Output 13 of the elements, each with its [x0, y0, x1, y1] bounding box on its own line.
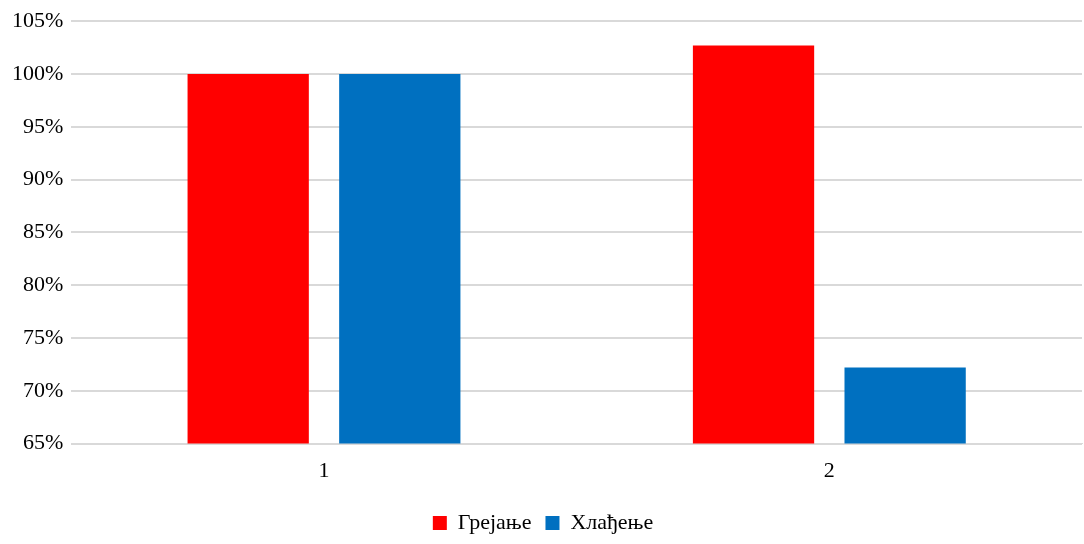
legend-label: Грејање [457, 508, 532, 534]
legend-label: Хлађење [570, 508, 654, 534]
y-tick-label: 70% [23, 376, 64, 402]
y-tick-label: 85% [23, 218, 64, 244]
y-tick-label: 80% [23, 270, 64, 296]
y-tick-label: 90% [23, 165, 64, 191]
y-tick-label: 95% [23, 112, 64, 138]
y-tick-label: 105% [12, 6, 64, 32]
y-tick-label: 75% [23, 323, 64, 349]
x-tick-label: 2 [823, 456, 835, 482]
y-tick-label: 100% [12, 59, 64, 85]
y-tick-label: 65% [23, 429, 64, 455]
x-tick-label: 1 [318, 456, 330, 482]
